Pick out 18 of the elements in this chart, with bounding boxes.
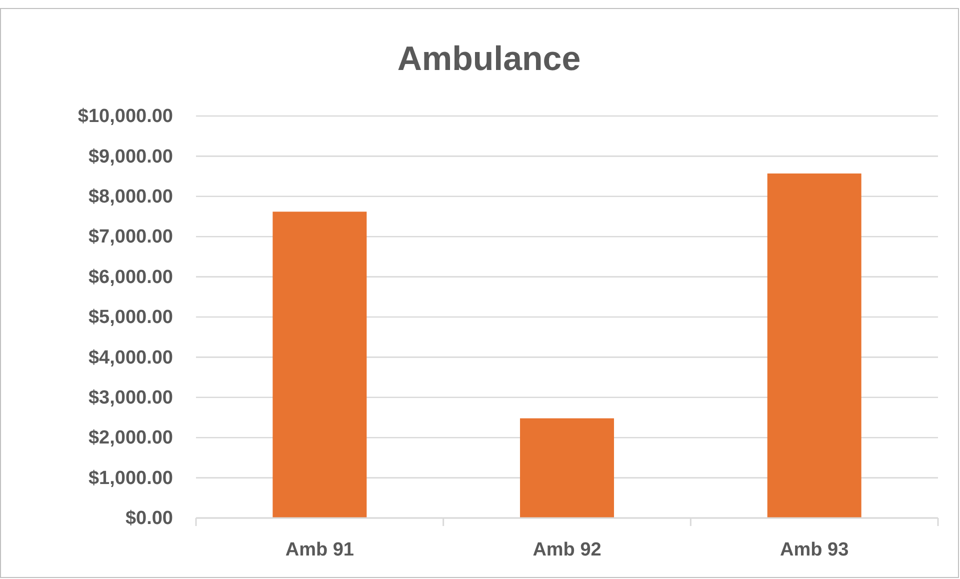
y-tick-label: $4,000.00 <box>88 347 173 368</box>
x-tick-label: Amb 92 <box>532 539 602 560</box>
bar <box>272 212 367 518</box>
y-tick-label: $7,000.00 <box>88 226 173 248</box>
y-tick-label: $10,000.00 <box>78 106 173 128</box>
x-tick-label: Amb 93 <box>780 539 849 560</box>
y-tick-label: $9,000.00 <box>88 146 173 168</box>
chart-title: Ambulance <box>397 40 581 78</box>
y-tick-label: $2,000.00 <box>88 428 173 449</box>
x-tick-label: Amb 91 <box>285 539 354 560</box>
y-tick-label: $0.00 <box>125 508 173 530</box>
y-tick-label: $8,000.00 <box>88 186 173 208</box>
y-tick-label: $6,000.00 <box>88 266 173 288</box>
y-tick-label: $5,000.00 <box>88 307 173 328</box>
y-tick-label: $3,000.00 <box>88 387 173 408</box>
bar <box>520 418 614 518</box>
bar <box>767 173 862 518</box>
y-tick-label: $1,000.00 <box>88 468 173 489</box>
